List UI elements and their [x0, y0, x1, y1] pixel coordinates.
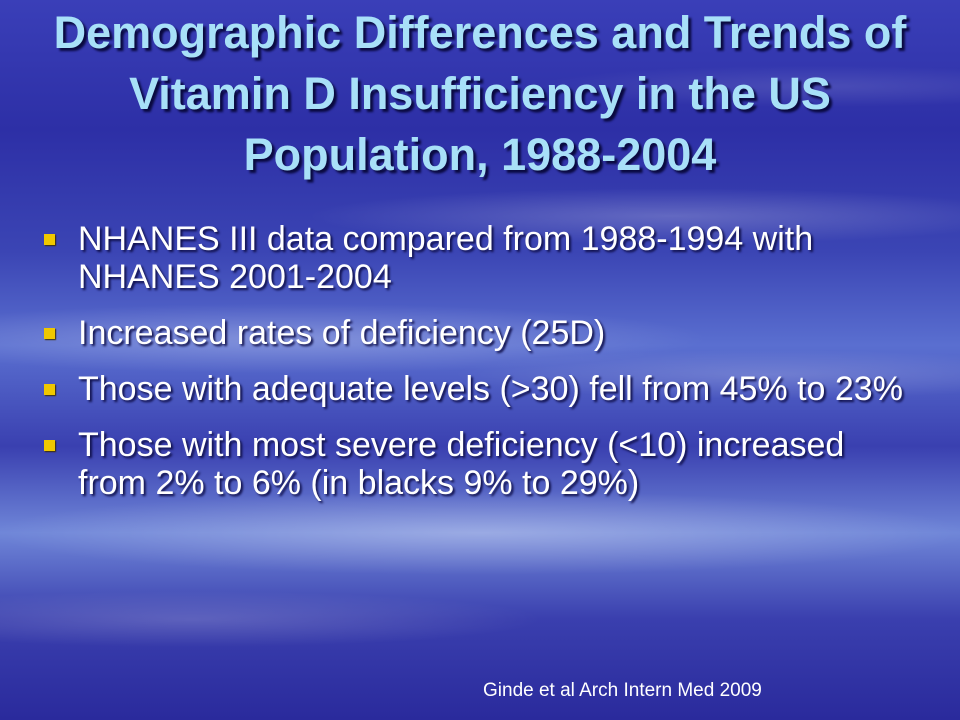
bullet-item: Those with adequate levels (>30) fell fr…: [40, 370, 920, 408]
bullet-text: Those with most severe deficiency (<10) …: [78, 426, 845, 502]
square-bullet-icon: [44, 384, 55, 395]
bullet-item: Those with most severe deficiency (<10) …: [40, 426, 920, 502]
bullet-text: Increased rates of deficiency (25D): [78, 314, 606, 352]
square-bullet-icon: [44, 234, 55, 245]
bullet-text: Those with adequate levels (>30) fell fr…: [78, 370, 903, 408]
bullet-item: Increased rates of deficiency (25D): [40, 314, 920, 352]
square-bullet-icon: [44, 440, 55, 451]
bullet-item: NHANES III data compared from 1988-1994 …: [40, 220, 920, 296]
citation: Ginde et al Arch Intern Med 2009: [483, 680, 762, 701]
bullet-text: NHANES III data compared from 1988-1994 …: [78, 220, 814, 296]
square-bullet-icon: [44, 328, 55, 339]
slide-title: Demographic Differences and Trends of Vi…: [53, 7, 907, 180]
bullet-list: NHANES III data compared from 1988-1994 …: [40, 220, 920, 520]
